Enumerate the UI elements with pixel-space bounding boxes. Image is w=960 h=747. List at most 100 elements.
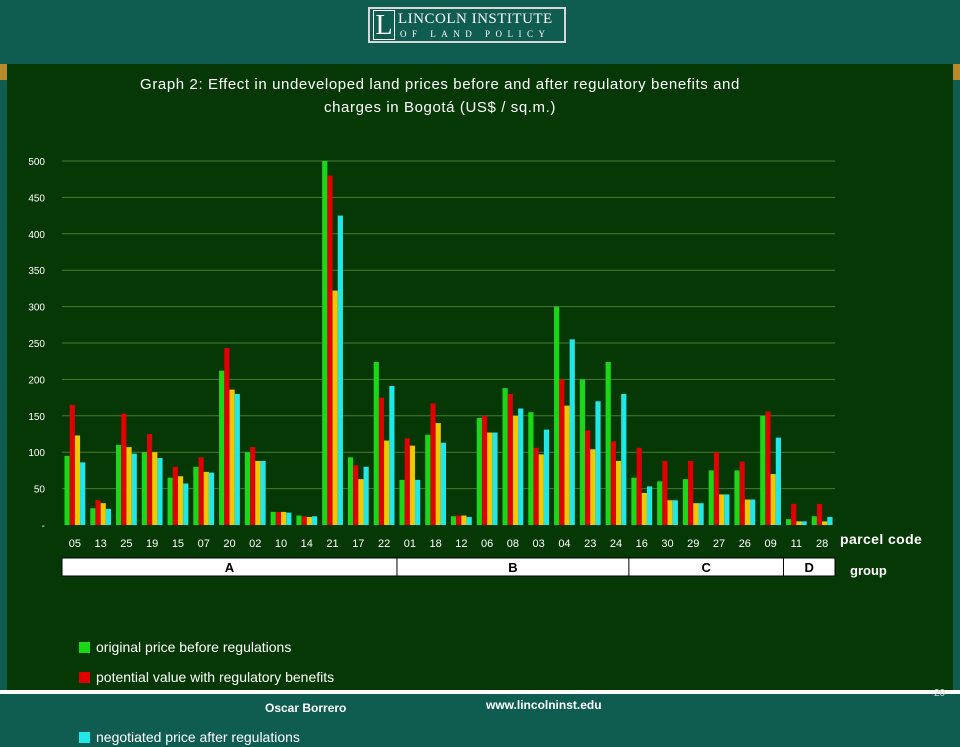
bar-15-series-2	[172, 466, 178, 525]
bar-10-series-3	[281, 511, 287, 525]
bar-26-series-4	[750, 499, 756, 525]
bar-16-series-1	[631, 477, 637, 525]
x-tick-label: 07	[198, 538, 210, 550]
bar-20-series-4	[234, 393, 240, 525]
bar-11-series-2	[791, 503, 797, 525]
bar-03-series-2	[533, 447, 539, 525]
group-label-D: D	[805, 560, 814, 575]
bar-13-series-4	[105, 508, 112, 525]
legend-swatch	[79, 672, 90, 683]
bar-03-series-4	[543, 429, 550, 525]
bar-25-series-2	[121, 413, 127, 525]
x-tick-label: 25	[120, 538, 132, 550]
bar-08-series-3	[512, 415, 519, 525]
bar-25-series-3	[126, 447, 132, 525]
x-tick-label: 08	[507, 538, 519, 550]
group-label-A: A	[225, 560, 235, 575]
bar-27-series-2	[713, 452, 720, 525]
legend-swatch	[79, 732, 90, 743]
chart-title-line-2: charges in Bogotá (US$ / sq.m.)	[324, 99, 556, 116]
legend-label: negotiated price after regulations	[96, 729, 300, 745]
x-tick-label: 01	[404, 538, 416, 550]
bar-19-series-3	[152, 452, 158, 525]
bar-23-series-3	[590, 449, 596, 525]
bar-22-series-3	[384, 440, 390, 525]
x-tick-label: 17	[352, 538, 364, 550]
bar-28-series-1	[811, 516, 817, 525]
logo-line-2: OF LAND POLICY	[400, 29, 551, 39]
bar-26-series-3	[744, 499, 751, 525]
bar-23-series-2	[585, 430, 591, 525]
bar-11-series-4	[801, 521, 807, 525]
bar-28-series-3	[822, 521, 828, 525]
bar-26-series-2	[739, 461, 745, 525]
bar-02-series-4	[260, 460, 266, 525]
x-tick-label: 05	[69, 538, 81, 550]
y-tick-label: 100	[28, 448, 45, 459]
y-tick-label: 200	[28, 375, 45, 386]
bar-22-series-1	[373, 361, 379, 525]
bar-06-series-3	[487, 432, 493, 525]
x-tick-label: 11	[791, 538, 802, 550]
bar-14-series-3	[306, 516, 312, 525]
bar-17-series-4	[363, 466, 369, 525]
bar-10-series-4	[286, 512, 292, 525]
bar-30-series-4	[672, 500, 678, 525]
bar-04-series-4	[569, 339, 575, 525]
bar-26-series-1	[734, 470, 740, 525]
x-tick-label: 29	[687, 538, 699, 550]
x-tick-label: 16	[636, 538, 648, 550]
bar-11-series-3	[796, 521, 802, 525]
bar-18-series-2	[430, 403, 436, 525]
x-tick-label: 13	[95, 538, 107, 550]
bar-07-series-2	[198, 457, 204, 525]
bar-18-series-3	[435, 423, 441, 525]
bar-23-series-1	[579, 379, 586, 525]
bar-01-series-2	[404, 438, 410, 525]
bar-05-series-4	[80, 462, 86, 525]
y-tick-label: 250	[28, 339, 45, 350]
bar-17-series-3	[358, 479, 364, 525]
bar-30-series-3	[667, 500, 673, 525]
x-tick-label: 14	[301, 538, 313, 550]
bar-20-series-2	[224, 348, 230, 525]
x-tick-label: 30	[661, 538, 673, 550]
bar-17-series-1	[347, 457, 354, 525]
x-tick-label: 18	[429, 538, 441, 550]
header-bar: L LINCOLN INSTITUTE OF LAND POLICY	[0, 0, 960, 64]
bar-08-series-4	[518, 408, 524, 525]
bar-27-series-3	[719, 494, 725, 525]
bar-05-series-1	[64, 455, 70, 525]
legend-label: potential value with regulatory benefits	[96, 669, 335, 685]
bar-05-series-2	[69, 404, 75, 525]
bar-04-series-3	[564, 405, 570, 525]
group-axis-label: group	[850, 563, 887, 578]
bar-30-series-2	[662, 460, 668, 525]
chart-title-line-1: Graph 2: Effect in undeveloped land pric…	[140, 76, 740, 93]
group-label-B: B	[508, 560, 517, 575]
bar-30-series-1	[657, 481, 663, 525]
bar-09-series-4	[775, 437, 781, 525]
bar-12-series-3	[461, 515, 467, 525]
footer-bar: Oscar Borrero www.lincolninst.edu 20	[0, 688, 960, 720]
x-tick-label: 10	[275, 538, 287, 550]
footer-divider	[0, 690, 960, 694]
x-tick-label: 28	[816, 538, 828, 550]
lincoln-institute-logo: L LINCOLN INSTITUTE OF LAND POLICY	[368, 7, 566, 43]
bar-21-series-3	[332, 290, 338, 525]
bar-14-series-4	[311, 516, 318, 525]
y-tick-label: 50	[34, 485, 46, 496]
bar-09-series-2	[765, 411, 771, 525]
bar-14-series-2	[301, 516, 307, 525]
bar-10-series-1	[270, 511, 276, 525]
bar-12-series-4	[466, 516, 472, 525]
x-tick-label: 20	[223, 538, 235, 550]
bar-07-series-3	[203, 471, 209, 525]
bar-04-series-1	[554, 306, 560, 525]
bar-13-series-3	[100, 503, 106, 525]
bar-09-series-3	[770, 474, 776, 525]
bar-24-series-3	[615, 460, 622, 525]
bar-08-series-2	[507, 393, 513, 525]
x-tick-label: 03	[533, 538, 545, 550]
group-label-C: C	[701, 560, 711, 575]
